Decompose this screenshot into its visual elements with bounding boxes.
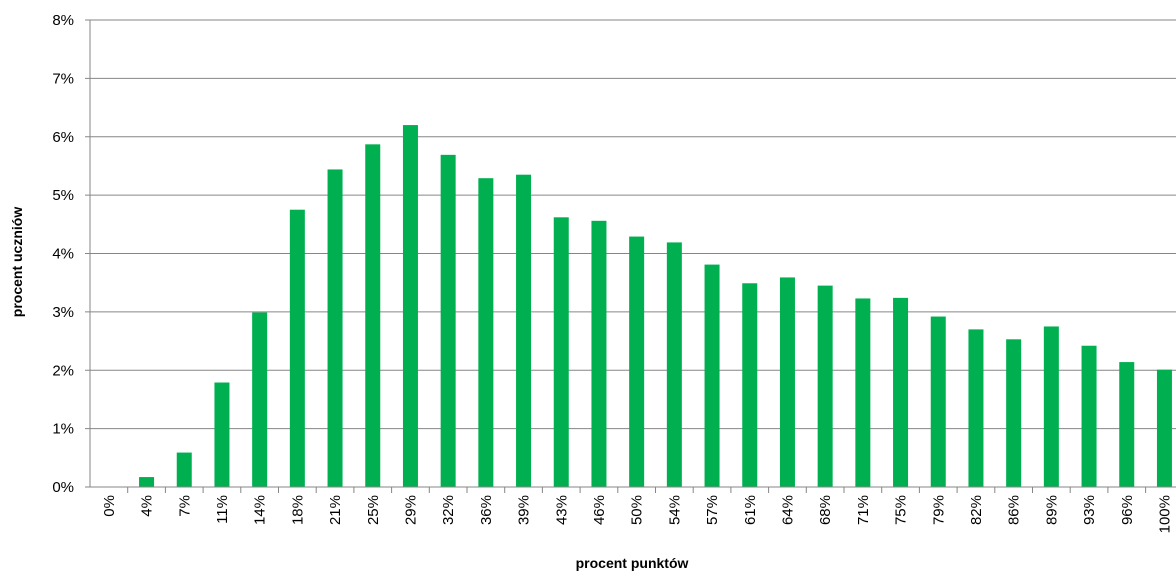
bar-18pct — [289, 209, 305, 487]
x-tick-label: 0% — [101, 495, 118, 517]
x-tick-label: 68% — [817, 495, 834, 525]
bar-43pct — [553, 217, 569, 487]
bar-61pct — [742, 283, 758, 487]
x-tick-label: 75% — [893, 495, 910, 525]
x-tick-label: 25% — [365, 495, 382, 525]
bar-93pct — [1081, 345, 1097, 487]
bar-75pct — [893, 297, 909, 487]
bar-39pct — [516, 174, 532, 487]
x-tick-label: 82% — [968, 495, 985, 525]
y-tick-label: 1% — [52, 421, 74, 438]
bar-7pct — [176, 452, 192, 487]
x-tick-label: 21% — [327, 495, 344, 525]
x-tick-label: 29% — [402, 495, 419, 525]
bar-79pct — [930, 316, 946, 487]
bar-25pct — [365, 144, 381, 487]
x-tick-label: 89% — [1043, 495, 1060, 525]
x-tick-label: 64% — [779, 495, 796, 525]
bar-68pct — [817, 285, 833, 487]
bar-82pct — [968, 329, 984, 487]
x-tick-label: 4% — [139, 495, 156, 517]
bar-54pct — [666, 242, 682, 487]
x-tick-label: 54% — [666, 495, 683, 525]
y-tick-label: 3% — [52, 304, 74, 321]
x-tick-label: 100% — [1156, 495, 1173, 533]
x-tick-label: 7% — [176, 495, 193, 517]
y-axis-title: procent uczniów — [9, 207, 25, 318]
bar-71pct — [855, 298, 871, 487]
x-tick-label: 43% — [553, 495, 570, 525]
x-tick-label: 71% — [855, 495, 872, 525]
x-tick-label: 96% — [1119, 495, 1136, 525]
bar-14pct — [252, 312, 268, 487]
y-tick-labels: 0% 1% 2% 3% 4% 5% 6% 7% 8% — [52, 12, 74, 496]
bar-4pct — [139, 477, 155, 487]
bar-11pct — [214, 382, 230, 487]
x-tick-label: 93% — [1081, 495, 1098, 525]
x-tick-label: 32% — [440, 495, 457, 525]
y-tick-label: 7% — [52, 70, 74, 87]
bar-57pct — [704, 264, 720, 487]
bar-36pct — [478, 178, 494, 488]
x-tick-label: 50% — [629, 495, 646, 525]
x-tick-label: 57% — [704, 495, 721, 525]
y-tick-label: 0% — [52, 479, 74, 496]
bar-89pct — [1043, 326, 1059, 487]
x-tick-labels: 0% 4% 7% 11% 14% 18% 21% 25% 29% 32% 36% 39% 43% 46% 5… — [101, 495, 1174, 533]
y-tick-label: 5% — [52, 187, 74, 204]
bar-96pct — [1119, 362, 1135, 487]
y-tick-label: 2% — [52, 362, 74, 379]
bar-32pct — [440, 154, 456, 487]
bar-86pct — [1006, 339, 1022, 487]
bar-100pct — [1156, 369, 1172, 487]
x-tick-label: 79% — [930, 495, 947, 525]
x-tick-label: 39% — [516, 495, 533, 525]
x-tick-label: 86% — [1006, 495, 1023, 525]
y-tick-label: 4% — [52, 246, 74, 263]
bar-46pct — [591, 220, 607, 487]
bar-21pct — [327, 169, 343, 487]
x-tick-label: 46% — [591, 495, 608, 525]
axes — [85, 19, 1176, 493]
y-tick-label: 8% — [52, 12, 74, 29]
x-tick-label: 11% — [214, 495, 231, 524]
y-tick-label: 6% — [52, 129, 74, 146]
x-tick-label: 61% — [742, 495, 759, 525]
x-tick-label: 18% — [289, 495, 306, 525]
x-tick-label: 14% — [252, 495, 269, 525]
bar-50pct — [629, 236, 645, 487]
bars — [139, 125, 1172, 488]
bar-64pct — [779, 277, 795, 487]
bar-29pct — [402, 125, 418, 487]
x-axis-title: procent punktów — [576, 555, 689, 571]
x-tick-label: 36% — [478, 495, 495, 525]
